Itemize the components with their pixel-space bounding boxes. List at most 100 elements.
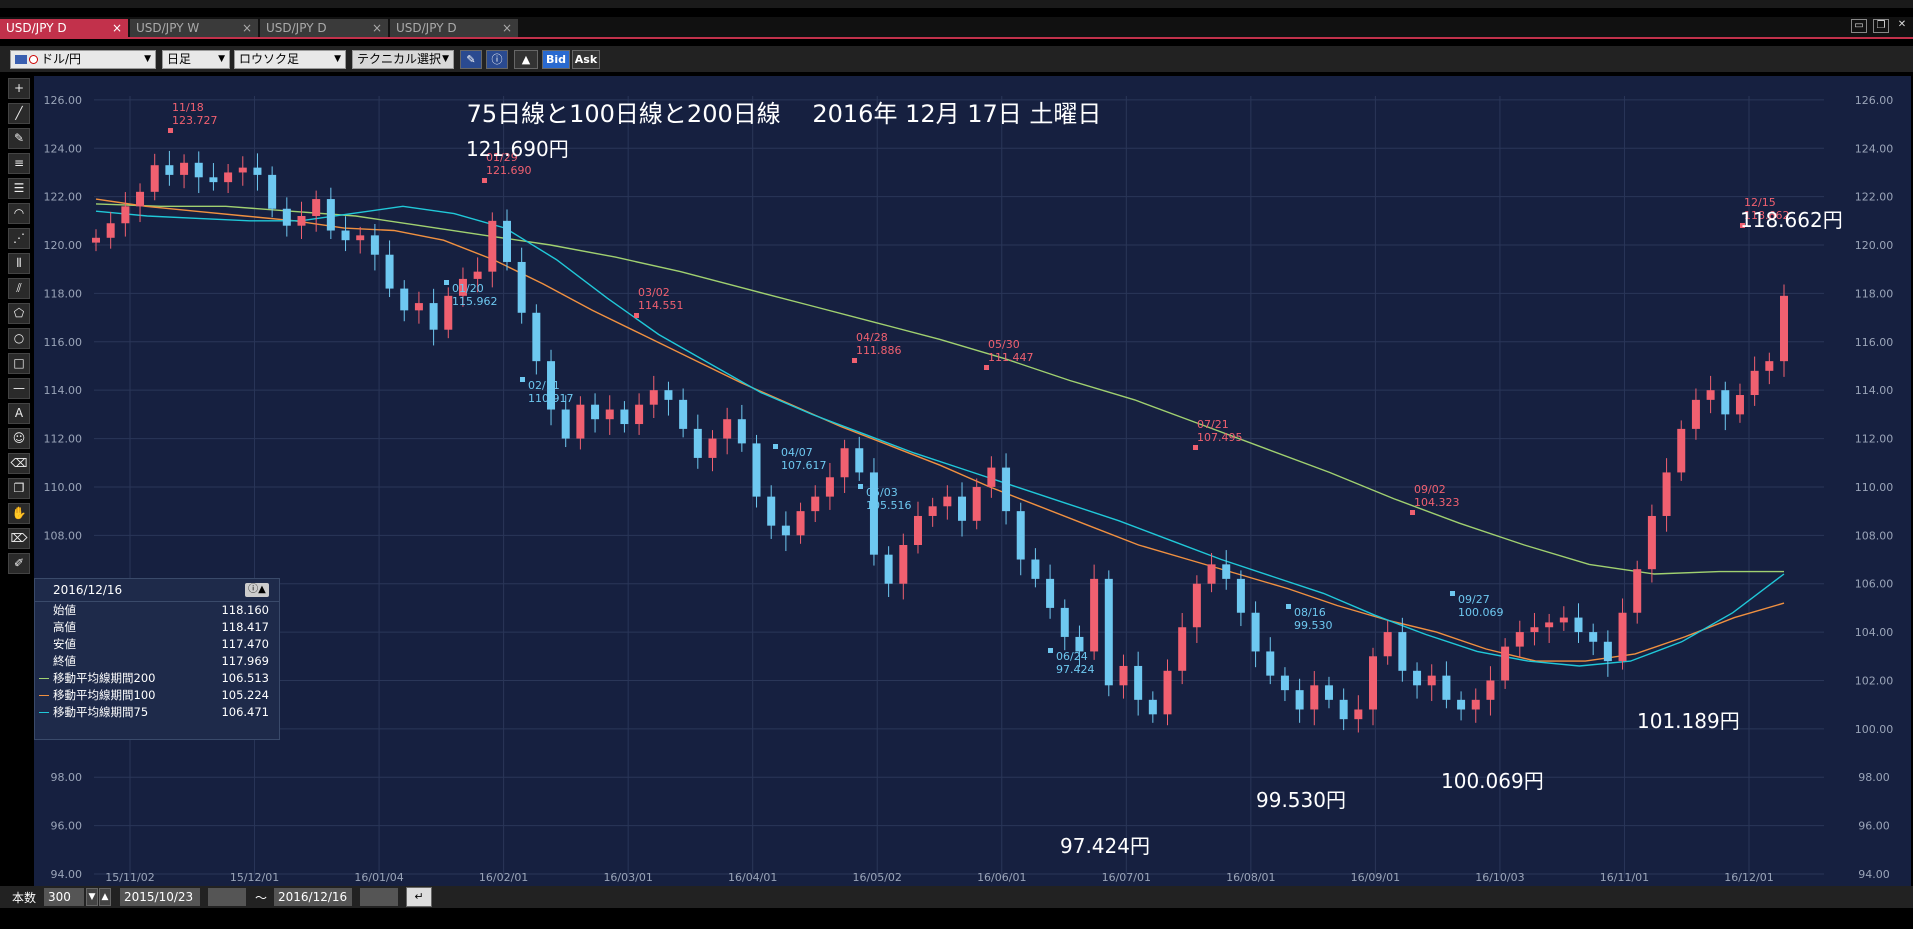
line-icon[interactable]: ╱ [8, 103, 30, 124]
price-callout: 101.189円 [1637, 709, 1740, 733]
text-icon[interactable]: A [8, 403, 30, 424]
candle-body [1603, 641, 1612, 662]
technical-select[interactable]: テクニカル選択 ▼ [352, 50, 454, 69]
currency-pair-select[interactable]: ドル/円 ▼ [10, 50, 156, 69]
pentagon-icon[interactable]: ⬠ [8, 303, 30, 324]
maximize-icon[interactable]: ▭ [1851, 19, 1867, 33]
price-chart[interactable]: 126.00 126.00 124.00 124.00 122.00 122.00 120.… [34, 76, 1911, 886]
reload-button[interactable]: ↵ [406, 887, 432, 907]
close-icon[interactable]: ✕ [1897, 19, 1907, 30]
info-value: 118.160 [221, 603, 269, 617]
marker-value: 107.495 [1197, 431, 1243, 444]
restore-icon[interactable]: ❐ [1873, 19, 1889, 33]
period-select[interactable]: 日足 ▼ [162, 50, 230, 69]
tab-close-icon[interactable]: × [111, 21, 122, 35]
candle-body [1207, 564, 1216, 584]
tab-label: USD/JPY W [136, 21, 200, 35]
info-label: 移動平均線期間100 [53, 688, 156, 702]
info-icon: ⓘ [491, 53, 503, 66]
marker-date: 09/27 [1458, 593, 1490, 606]
y-tick-label-left: 98.00 [51, 771, 83, 784]
tab-usdjpy-w[interactable]: USD/JPY W × [130, 19, 258, 37]
from-date-input[interactable]: 2015/10/23 [120, 888, 200, 906]
tab-close-icon[interactable]: × [241, 21, 252, 35]
hand-icon[interactable]: ✋ [8, 503, 30, 524]
period-label: 日足 [167, 52, 192, 66]
marker-value: 107.617 [781, 459, 827, 472]
count-label: 本数 [12, 891, 37, 905]
brush-icon[interactable]: ✐ [8, 553, 30, 574]
draw-pencil-button[interactable]: ✎ [460, 50, 482, 69]
ma75-line [95, 205, 1785, 667]
candle-body [796, 511, 805, 536]
candle-body [693, 428, 702, 458]
fan-icon[interactable]: ⋰ [8, 228, 30, 249]
bid-button[interactable]: Bid [542, 50, 570, 69]
tab-usdjpy-d-3[interactable]: USD/JPY D × [390, 19, 518, 37]
candle-body [444, 295, 453, 330]
arc-icon[interactable]: ◠ [8, 203, 30, 224]
pencil-icon[interactable]: ✎ [8, 128, 30, 149]
to-time-input[interactable] [360, 888, 398, 906]
candle-body [370, 235, 379, 255]
info-toggle-icon[interactable]: ⓘ▲ [245, 583, 269, 597]
currency-pair-label: ドル/円 [41, 52, 82, 66]
y-tick-label-right: 118.00 [1855, 287, 1894, 300]
separator-icon[interactable]: — [8, 378, 30, 399]
smiley-icon[interactable]: ☺ [8, 428, 30, 449]
info-row-ma100: 移動平均線期間100 105.224 [35, 687, 279, 704]
info-value: 106.471 [221, 705, 269, 719]
marker-date: 06/24 [1056, 650, 1088, 663]
candle-body [150, 165, 159, 192]
area-chart-button[interactable]: ▲ [514, 50, 538, 69]
candle-body [1178, 627, 1187, 671]
rect-icon[interactable]: □ [8, 353, 30, 374]
crosshair-icon[interactable]: + [8, 78, 30, 99]
channel-icon[interactable]: ⫽ [8, 278, 30, 299]
marker-dot [858, 484, 863, 489]
candle-body [1119, 665, 1128, 686]
x-tick-label: 16/05/02 [853, 871, 902, 884]
candle-body [356, 235, 365, 241]
count-up-icon[interactable]: ▲ [99, 888, 111, 906]
tab-close-icon[interactable]: × [371, 21, 382, 35]
hlines2-icon[interactable]: ☰ [8, 178, 30, 199]
candle-body [326, 199, 335, 231]
trash-icon[interactable]: ⌫ [8, 453, 30, 474]
menu-bar [0, 0, 1913, 8]
circle-icon[interactable]: ○ [8, 328, 30, 349]
ohlc-info-panel: 2016/12/16 ⓘ▲ 始値 118.160 高値 118.417 安値 117.… [34, 578, 280, 740]
candle-body [1134, 665, 1143, 700]
candle-body [1515, 632, 1524, 647]
ask-button[interactable]: Ask [572, 50, 600, 69]
candle-body [1618, 612, 1627, 662]
candle-body [737, 419, 746, 444]
count-input[interactable]: 300 [44, 888, 84, 906]
to-date-input[interactable]: 2016/12/16 [274, 888, 352, 906]
tab-usdjpy-d-1[interactable]: USD/JPY D × [0, 19, 128, 37]
marker-date: 04/28 [856, 331, 888, 344]
candle-body [1486, 680, 1495, 700]
eraser-icon[interactable]: ⌦ [8, 528, 30, 549]
tab-usdjpy-d-2[interactable]: USD/JPY D × [260, 19, 388, 37]
hlines-icon[interactable]: ≡ [8, 153, 30, 174]
info-button[interactable]: ⓘ [486, 50, 508, 69]
candle-body [1046, 578, 1055, 608]
info-label: 終値 [53, 654, 76, 668]
marker-dot [1740, 223, 1745, 228]
vlines-icon[interactable]: ⦀ [8, 253, 30, 274]
y-tick-label-left: 108.00 [44, 529, 83, 542]
info-value: 106.513 [221, 671, 269, 685]
tab-close-icon[interactable]: × [501, 21, 512, 35]
candle-body [282, 208, 291, 226]
from-time-input[interactable] [208, 888, 246, 906]
candle-body [1339, 699, 1348, 720]
tab-label: USD/JPY D [266, 21, 327, 35]
candle-body [1691, 399, 1700, 429]
copy-icon[interactable]: ❐ [8, 478, 30, 499]
range-bar: 本数 300 ▼ ▲ 2015/10/23 〜 2016/12/16 ↵ [0, 886, 1913, 908]
chart-area[interactable]: 126.00 126.00 124.00 124.00 122.00 122.00 120.… [34, 76, 1911, 886]
chart-style-select[interactable]: ロウソク足 ▼ [234, 50, 346, 69]
count-down-icon[interactable]: ▼ [86, 888, 98, 906]
marker-date: 05/30 [988, 338, 1020, 351]
